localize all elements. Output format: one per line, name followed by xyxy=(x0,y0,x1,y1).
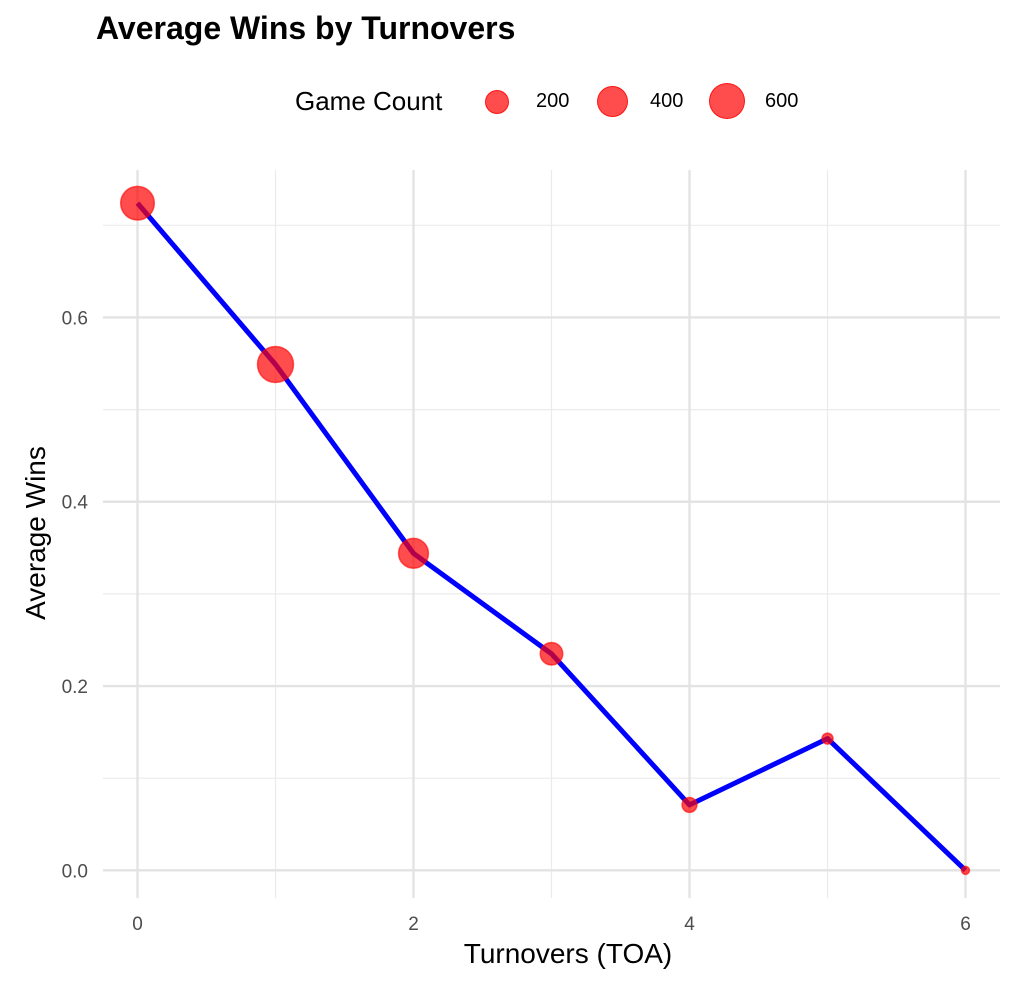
legend-dot-400 xyxy=(597,86,628,117)
data-point-2 xyxy=(397,537,430,570)
size-legend: Game Count 200 400 600 xyxy=(0,80,1016,124)
data-point-4 xyxy=(681,796,698,814)
legend-label-400: 400 xyxy=(650,90,684,112)
x-tick-label-2: 4 xyxy=(684,914,695,935)
legend-label-200: 200 xyxy=(536,90,570,112)
legend-dot-600 xyxy=(709,83,745,119)
x-tick-label-0: 0 xyxy=(132,914,143,935)
y-tick-label-2: 0.4 xyxy=(62,493,89,514)
x-axis-title: Turnovers (TOA) xyxy=(463,938,673,969)
y-tick-label-0: 0.0 xyxy=(62,861,88,882)
y-tick-label-3: 0.6 xyxy=(62,308,88,329)
x-tick-label-3: 6 xyxy=(960,914,971,935)
data-point-6 xyxy=(960,865,971,876)
data-point-0 xyxy=(119,185,156,221)
x-tick-label-1: 2 xyxy=(408,914,419,935)
y-axis-title: Average Wins xyxy=(20,446,51,620)
legend-label-600: 600 xyxy=(765,90,799,112)
data-point-3 xyxy=(539,641,564,666)
legend-title: Game Count xyxy=(295,86,443,116)
data-point-1 xyxy=(256,345,295,384)
data-point-5 xyxy=(821,732,834,745)
legend-dot-200 xyxy=(485,90,509,114)
y-tick-label-1: 0.2 xyxy=(62,677,88,698)
chart-title: Average Wins by Turnovers xyxy=(96,10,516,46)
